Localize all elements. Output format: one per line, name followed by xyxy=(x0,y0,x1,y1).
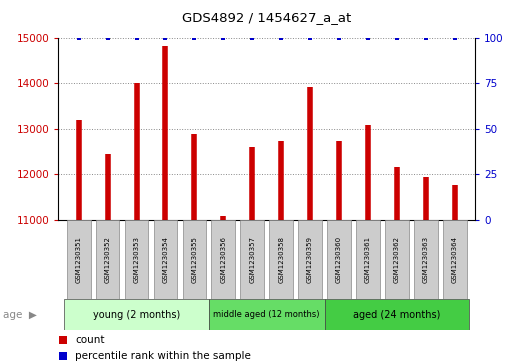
Text: young (2 months): young (2 months) xyxy=(93,310,180,320)
Text: GSM1230362: GSM1230362 xyxy=(394,236,400,283)
Text: GSM1230358: GSM1230358 xyxy=(278,236,284,283)
Bar xyxy=(327,220,351,299)
Text: GSM1230354: GSM1230354 xyxy=(163,236,169,283)
Text: GDS4892 / 1454627_a_at: GDS4892 / 1454627_a_at xyxy=(182,11,352,24)
Text: GSM1230356: GSM1230356 xyxy=(220,236,226,283)
Text: GSM1230352: GSM1230352 xyxy=(105,236,111,283)
Bar xyxy=(96,220,119,299)
Bar xyxy=(385,220,409,299)
Text: middle aged (12 months): middle aged (12 months) xyxy=(213,310,320,319)
Text: aged (24 months): aged (24 months) xyxy=(353,310,440,320)
Bar xyxy=(443,220,466,299)
Bar xyxy=(64,299,209,330)
Text: age  ▶: age ▶ xyxy=(3,310,37,320)
Bar xyxy=(153,220,177,299)
Bar xyxy=(209,299,325,330)
Text: GSM1230355: GSM1230355 xyxy=(192,236,198,283)
Bar xyxy=(325,299,469,330)
Text: GSM1230361: GSM1230361 xyxy=(365,236,371,283)
Bar xyxy=(211,220,235,299)
Text: GSM1230363: GSM1230363 xyxy=(423,236,429,283)
Bar xyxy=(356,220,380,299)
Text: count: count xyxy=(75,335,105,345)
Text: percentile rank within the sample: percentile rank within the sample xyxy=(75,351,251,360)
Bar xyxy=(124,220,148,299)
Bar xyxy=(269,220,293,299)
Bar xyxy=(414,220,438,299)
Bar xyxy=(298,220,322,299)
Bar xyxy=(67,220,90,299)
Text: GSM1230357: GSM1230357 xyxy=(249,236,255,283)
Text: GSM1230351: GSM1230351 xyxy=(76,236,82,283)
Text: GSM1230359: GSM1230359 xyxy=(307,236,313,283)
Bar xyxy=(240,220,264,299)
Bar xyxy=(182,220,206,299)
Text: GSM1230364: GSM1230364 xyxy=(452,236,458,283)
Text: GSM1230360: GSM1230360 xyxy=(336,236,342,283)
Text: GSM1230353: GSM1230353 xyxy=(134,236,140,283)
